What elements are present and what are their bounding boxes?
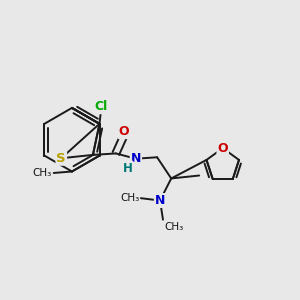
Text: CH₃: CH₃ [164, 222, 183, 232]
Text: S: S [56, 152, 66, 165]
Text: O: O [119, 125, 129, 138]
Text: O: O [218, 142, 228, 154]
Text: CH₃: CH₃ [120, 193, 139, 203]
Text: N: N [131, 152, 141, 165]
Text: H: H [123, 162, 133, 175]
Text: N: N [155, 194, 165, 207]
Text: CH₃: CH₃ [32, 168, 51, 178]
Text: Cl: Cl [94, 100, 108, 113]
